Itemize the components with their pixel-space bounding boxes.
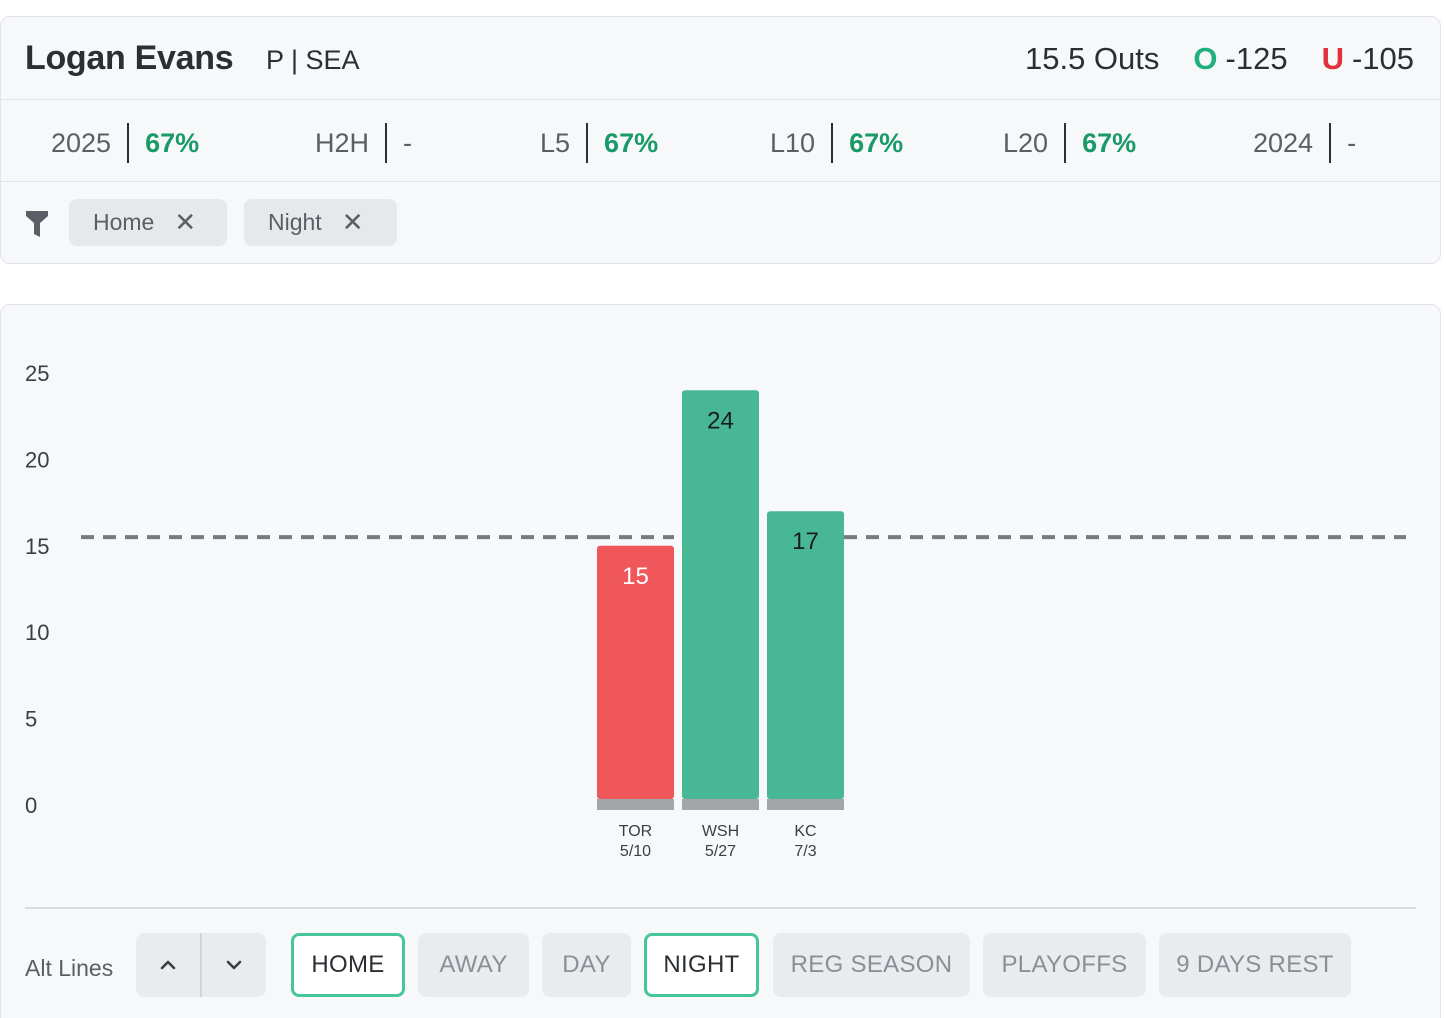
x-axis-date-label: 7/3	[794, 843, 816, 860]
alt-line-up-button[interactable]	[136, 933, 200, 997]
filter-pill-day[interactable]: DAY	[542, 933, 631, 997]
bar-kc	[767, 511, 844, 799]
x-axis-team-label: TOR	[619, 823, 652, 840]
y-axis-tick-label: 10	[25, 620, 49, 645]
filter-pill-reg-season[interactable]: REG SEASON	[773, 933, 970, 997]
stat-divider	[1064, 123, 1067, 163]
alt-lines-label: Alt Lines	[25, 955, 114, 981]
bar-wsh	[682, 390, 759, 799]
filter-pill-playoffs[interactable]: PLAYOFFS	[983, 933, 1146, 997]
y-axis-tick-label: 5	[25, 707, 37, 732]
stat-label: H2H	[315, 127, 370, 158]
filter-chip-label: Night	[268, 209, 322, 235]
bar-tor	[597, 545, 674, 799]
stepper-divider	[200, 933, 202, 997]
alt-lines-stepper[interactable]	[136, 933, 266, 997]
stat-divider	[831, 123, 834, 163]
stat-2024[interactable]: 2024 -	[1253, 123, 1356, 163]
stat-divider	[385, 123, 388, 163]
stat-l5[interactable]: L5 67%	[540, 123, 658, 163]
y-axis-tick-label: 0	[25, 793, 37, 818]
chevron-down-icon	[226, 960, 242, 970]
over-odds[interactable]: -125	[1225, 41, 1288, 76]
chevron-up-icon	[160, 960, 176, 970]
stat-value: -	[403, 127, 413, 158]
stat-value: 67%	[604, 127, 659, 158]
prop-line-value: 15.5 Outs	[1024, 41, 1160, 76]
x-axis-date-label: 5/27	[705, 843, 736, 860]
bar-base	[682, 799, 759, 810]
over-mark: O	[1193, 41, 1218, 76]
stat-label: 2025	[51, 127, 112, 158]
filter-funnel-icon[interactable]	[25, 210, 49, 238]
game-log-chart-card: 0 5 10 15 20 25 15 TOR 5/10 24 WSH 5/27 17 KC 7/3 Alt …	[0, 304, 1441, 1018]
x-axis-team-label: KC	[794, 823, 816, 840]
under-odds[interactable]: -105	[1351, 41, 1414, 76]
filter-pill-home[interactable]: HOME	[291, 933, 405, 997]
filter-pill-night[interactable]: NIGHT	[644, 933, 759, 997]
bar-value-label: 15	[622, 563, 649, 590]
active-filters: Home ✕ Night ✕	[1, 183, 1440, 263]
x-axis-date-label: 5/10	[620, 843, 651, 860]
alt-line-down-button[interactable]	[202, 933, 266, 997]
bar-base	[767, 799, 844, 810]
stat-label: L10	[770, 127, 816, 158]
stat-value: 67%	[849, 127, 904, 158]
stat-divider	[127, 123, 130, 163]
under-mark: U	[1321, 41, 1344, 76]
stat-label: L20	[1003, 127, 1049, 158]
filter-pill-away[interactable]: AWAY	[418, 933, 529, 997]
stat-value: -	[1347, 127, 1357, 158]
stat-label: 2024	[1253, 127, 1314, 158]
prop-line-info: 15.5 Outs O -125 U -105	[1025, 41, 1414, 77]
bar-base	[597, 799, 674, 810]
filter-chip-home[interactable]: Home ✕	[69, 199, 227, 246]
stat-h2h[interactable]: H2H -	[315, 123, 412, 163]
y-axis-tick-label: 20	[25, 447, 49, 472]
stat-label: L5	[540, 127, 571, 158]
player-name[interactable]: Logan Evans	[25, 39, 234, 77]
stat-2025[interactable]: 2025 67%	[51, 123, 199, 163]
player-prop-card: Logan Evans P | SEA 15.5 Outs O -125 U -…	[0, 16, 1441, 264]
y-axis-tick-label: 25	[25, 361, 49, 386]
stat-divider	[586, 123, 589, 163]
prop-header: Logan Evans P | SEA 15.5 Outs O -125 U -…	[1, 17, 1440, 100]
bar-value-label: 24	[707, 407, 734, 434]
x-axis-team-label: WSH	[702, 823, 739, 840]
divider	[25, 907, 1416, 909]
player-position-team: P | SEA	[266, 45, 360, 75]
stat-value: 67%	[1082, 127, 1137, 158]
hit-rate-stats: 2025 67% H2H - L5 67% L10 67% L20 67% 20…	[1, 101, 1440, 182]
close-icon[interactable]: ✕	[174, 207, 197, 237]
chart-controls: Alt Lines HOME AWAY DAY NIGHT REG SEASON…	[1, 907, 1440, 1017]
bar-value-label: 17	[792, 528, 819, 555]
filter-chip-label: Home	[93, 209, 155, 235]
filter-pill-9-days-rest[interactable]: 9 DAYS REST	[1159, 933, 1351, 997]
close-icon[interactable]: ✕	[341, 207, 364, 237]
y-axis-tick-label: 15	[25, 534, 49, 559]
filter-chip-night[interactable]: Night ✕	[244, 199, 397, 246]
stat-l10[interactable]: L10 67%	[770, 123, 903, 163]
stat-l20[interactable]: L20 67%	[1003, 123, 1136, 163]
stat-divider	[1329, 123, 1332, 163]
game-log-bar-chart: 0 5 10 15 20 25 15 TOR 5/10 24 WSH 5/27 17 KC 7/3	[25, 361, 1406, 860]
stat-value: 67%	[145, 127, 200, 158]
